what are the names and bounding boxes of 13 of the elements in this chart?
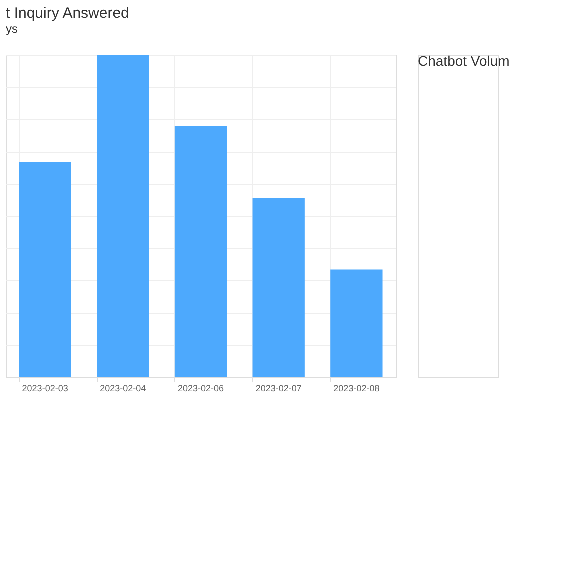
chart-title: t Inquiry Answered: [6, 5, 130, 22]
x-tick-label: 2023-02-07: [256, 384, 302, 394]
text: Chatbot Volum: [418, 53, 510, 69]
x-tick-label: 2023-02-06: [178, 384, 224, 394]
x-tick-label: 2023-02-08: [334, 384, 380, 394]
x-tick-label: 2023-02-04: [100, 384, 146, 394]
bar: [174, 126, 228, 377]
bar: [97, 55, 150, 377]
text: ys: [6, 22, 18, 36]
bar: [330, 270, 383, 377]
bar: [252, 198, 305, 377]
x-tick-label: 2023-02-03: [22, 384, 68, 394]
bar: [19, 162, 72, 377]
